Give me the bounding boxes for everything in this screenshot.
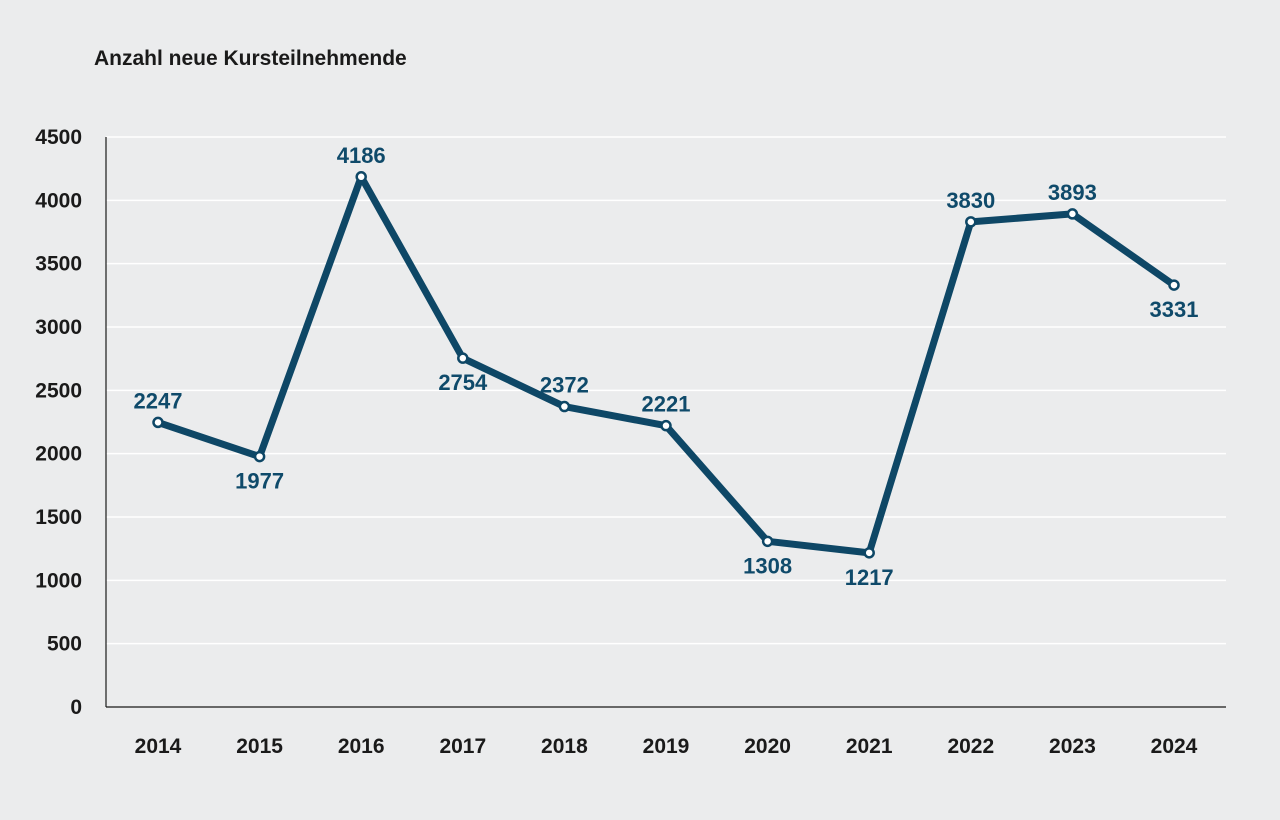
data-label-2017: 2754 [438,370,488,395]
x-tick-label: 2019 [643,735,690,758]
y-tick-label: 3500 [35,253,82,276]
gridlines [106,136,1226,645]
y-tick-label: 1500 [35,506,82,529]
data-label-2018: 2372 [540,373,589,398]
y-tick-label: 2000 [35,443,82,466]
y-tick-label: 3000 [35,316,82,339]
x-tick-label: 2015 [236,735,283,758]
data-label-2016: 4186 [337,143,386,168]
y-tick-label: 2500 [35,379,82,402]
data-point-2021 [863,547,875,559]
series-line [154,173,1178,557]
x-tick-label: 2017 [439,735,486,758]
data-label-2023: 3893 [1048,180,1097,205]
data-points [152,171,1180,559]
data-point-2019 [660,419,672,432]
y-tick-label: 500 [47,633,82,656]
data-labels: 2247 1977 4186 2754 2372 2221 1308 1217 3830 3893… [134,143,1199,590]
x-tick-label: 2018 [541,735,588,758]
y-tick-label: 1000 [35,569,82,592]
data-point-2014 [152,416,164,429]
data-label-2019: 2221 [642,392,691,417]
data-point-2022 [965,216,977,228]
y-tick-label: 0 [70,696,82,719]
data-label-2022: 3830 [946,188,995,213]
x-axis-ticks: 2014 2015 2016 2017 2018 2019 2020 2021 2022 2023… [135,735,1198,758]
data-point-2016 [355,171,367,183]
x-tick-label: 2023 [1049,735,1096,758]
data-point-2024 [1168,279,1180,291]
y-tick-label: 4000 [35,189,82,212]
data-point-2018 [558,400,571,413]
data-label-2015: 1977 [235,469,284,494]
data-point-2020 [761,535,774,548]
y-axis-ticks: 0 500 1000 1500 2000 2500 3000 3500 4000 4500 [35,126,82,719]
data-point-2017 [457,352,469,364]
x-tick-label: 2020 [744,735,791,758]
data-point-2015 [253,450,266,463]
data-label-2020: 1308 [743,553,792,578]
x-tick-label: 2014 [135,735,182,758]
data-label-2024: 3331 [1150,297,1199,322]
x-tick-label: 2024 [1151,735,1198,758]
chart-title: Anzahl neue Kursteilnehmende [94,47,407,70]
data-point-2023 [1066,208,1079,220]
x-tick-label: 2016 [338,735,385,758]
y-tick-label: 4500 [35,126,82,149]
x-tick-label: 2022 [947,735,994,758]
x-tick-label: 2021 [846,735,893,758]
data-label-2021: 1217 [845,565,894,590]
data-label-2014: 2247 [134,388,183,413]
series-group [154,173,1178,557]
